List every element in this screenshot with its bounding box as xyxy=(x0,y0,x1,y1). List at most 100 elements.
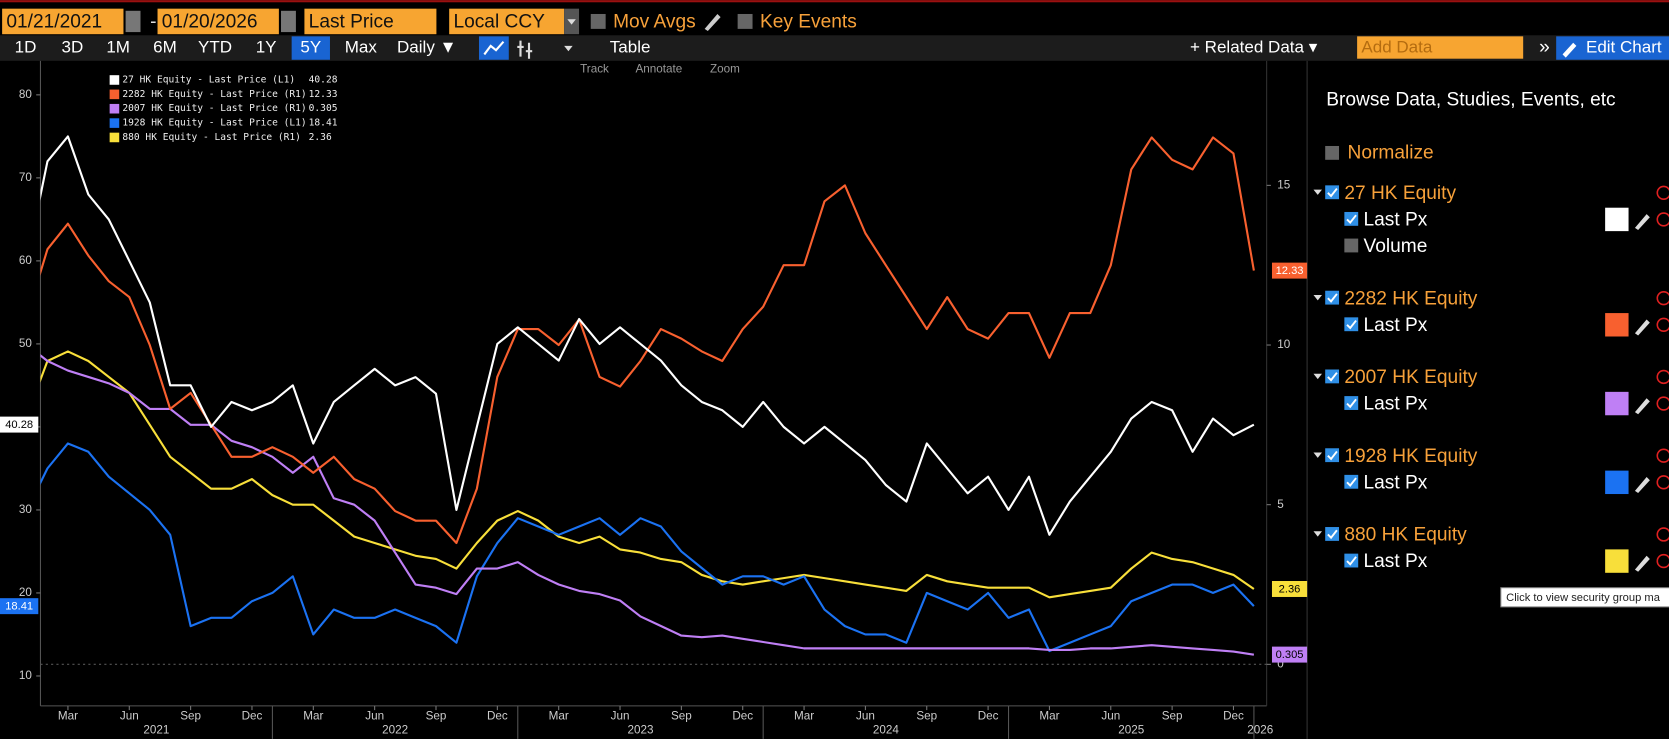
chart-tool[interactable]: Zoom xyxy=(710,62,740,75)
security-name[interactable]: 2282 HK Equity xyxy=(1344,288,1477,309)
currency-selector[interactable] xyxy=(449,8,565,35)
color-swatch[interactable] xyxy=(1605,313,1629,337)
checkbox[interactable] xyxy=(590,13,606,29)
currency: Local CCY xyxy=(453,12,545,33)
y-tick-label: 60 xyxy=(19,254,33,267)
remove-icon[interactable] xyxy=(1656,369,1669,385)
remove-icon[interactable] xyxy=(1656,448,1669,463)
checkbox[interactable] xyxy=(1325,145,1340,160)
remove-icon[interactable] xyxy=(1656,396,1669,411)
pencil-icon[interactable] xyxy=(1634,477,1650,493)
pencil-icon[interactable] xyxy=(1634,555,1650,572)
checkbox-checked[interactable] xyxy=(1344,396,1359,410)
related-data-button[interactable]: + Related Data ▾ xyxy=(1190,38,1318,57)
color-swatch[interactable] xyxy=(1605,391,1629,416)
legend-box xyxy=(104,72,341,145)
pencil-icon[interactable] xyxy=(1634,214,1650,231)
check-mark xyxy=(1327,187,1338,198)
calendar-icon[interactable] xyxy=(125,10,141,33)
remove-icon[interactable] xyxy=(1656,212,1669,227)
legend-name: 2007 HK Equity - Last Price (R1) xyxy=(122,103,306,114)
legend-swatch xyxy=(109,118,120,128)
normalize[interactable]: Normalize xyxy=(1348,142,1434,163)
checkbox-checked[interactable] xyxy=(1325,369,1340,384)
year-label: 2022 xyxy=(382,723,408,736)
checkbox-checked[interactable] xyxy=(1325,290,1340,305)
pencil-icon[interactable] xyxy=(1634,319,1650,336)
security-name[interactable]: 27 HK Equity xyxy=(1344,183,1456,204)
checkbox-checked[interactable] xyxy=(1325,185,1340,200)
expand-arrow[interactable] xyxy=(1313,452,1323,458)
x-tick-label: Jun xyxy=(611,710,630,723)
checkbox-checked[interactable] xyxy=(1344,553,1359,568)
y2-tick-label: 5 xyxy=(1277,498,1284,511)
start-date-field[interactable] xyxy=(2,8,124,35)
range-button[interactable]: YTD xyxy=(198,38,232,57)
range-button[interactable]: Max xyxy=(345,38,378,57)
expand-arrow[interactable] xyxy=(1313,294,1323,301)
key-events[interactable]: Key Events xyxy=(760,12,857,33)
color-swatch[interactable] xyxy=(1605,470,1629,495)
range-button[interactable]: 1M xyxy=(106,38,130,57)
pencil-icon[interactable] xyxy=(1634,398,1650,415)
active-range xyxy=(291,36,330,60)
expand-arrow[interactable] xyxy=(1313,189,1323,195)
mov-avgs[interactable]: Mov Avgs xyxy=(613,12,696,33)
calendar-icon[interactable] xyxy=(281,10,296,33)
checkbox-checked[interactable] xyxy=(1344,211,1359,226)
range-button[interactable]: 3D xyxy=(61,38,83,57)
table-button[interactable]: Table xyxy=(610,38,651,57)
dropdown-arrow[interactable] xyxy=(564,45,573,52)
checkbox-checked[interactable] xyxy=(1325,448,1340,463)
add-data-field[interactable] xyxy=(1357,36,1524,59)
remove-icon[interactable] xyxy=(1656,185,1669,200)
price-line xyxy=(40,354,1255,656)
x-tick-label: Jun xyxy=(120,710,139,723)
security-name[interactable]: 2007 HK Equity xyxy=(1344,367,1477,388)
color-swatch[interactable] xyxy=(1605,549,1629,573)
y-tick-label: 30 xyxy=(19,503,33,516)
frequency[interactable]: Daily ▼ xyxy=(397,38,456,57)
remove-icon[interactable] xyxy=(1656,317,1669,332)
legend: 27 HK Equity - Last Price (L1) 40.282282 … xyxy=(109,74,338,143)
range-button[interactable]: 5Y xyxy=(300,38,321,57)
end-date-field[interactable] xyxy=(157,8,279,35)
checkbox-checked[interactable] xyxy=(1344,317,1359,332)
remove-icon[interactable] xyxy=(1656,553,1669,569)
edit-chart-button[interactable] xyxy=(1556,36,1669,60)
checkbox-checked[interactable] xyxy=(1344,474,1359,489)
remove-icon[interactable] xyxy=(1656,475,1669,490)
bar-chart-icon[interactable] xyxy=(517,40,533,59)
remove-icon[interactable] xyxy=(1656,291,1669,306)
last-value-label: 40.28 xyxy=(5,419,33,431)
x-tick-label: Mar xyxy=(794,710,814,723)
remove-icon[interactable] xyxy=(1656,527,1669,542)
range-button[interactable]: 1Y xyxy=(256,38,277,57)
x-tick-label: Sep xyxy=(180,710,201,723)
y-tick-label: 10 xyxy=(19,669,33,682)
expand-arrow[interactable] xyxy=(1313,531,1323,537)
checkbox[interactable] xyxy=(1344,238,1359,253)
chart-tool[interactable]: Annotate xyxy=(635,62,682,75)
checkbox-checked[interactable] xyxy=(1325,527,1340,541)
checkbox[interactable] xyxy=(737,13,753,29)
field-name: Last Px xyxy=(1364,315,1428,336)
legend-name: 2282 HK Equity - Last Price (R1) xyxy=(122,89,306,100)
check-mark xyxy=(1346,556,1357,566)
chart-tools: Track Annotate Zoom xyxy=(580,62,740,75)
year-label: 2021 xyxy=(143,723,169,736)
security-name[interactable]: 880 HK Equity xyxy=(1344,525,1467,546)
expand-arrow[interactable] xyxy=(1313,373,1323,380)
range-button[interactable]: 1D xyxy=(15,38,37,57)
end-date: 01/20/2026 xyxy=(162,12,258,33)
expand-button[interactable]: » xyxy=(1539,37,1550,58)
range-button[interactable]: 6M xyxy=(153,38,177,57)
color-swatch[interactable] xyxy=(1605,207,1629,232)
chart-tool[interactable]: Track xyxy=(580,62,609,75)
edit-chart: Edit Chart xyxy=(1586,38,1662,57)
field-selector[interactable] xyxy=(304,8,437,35)
security-name[interactable]: 1928 HK Equity xyxy=(1344,446,1477,467)
legend-name: 1928 HK Equity - Last Price (L1) xyxy=(122,118,306,129)
pencil-icon[interactable] xyxy=(704,13,721,32)
